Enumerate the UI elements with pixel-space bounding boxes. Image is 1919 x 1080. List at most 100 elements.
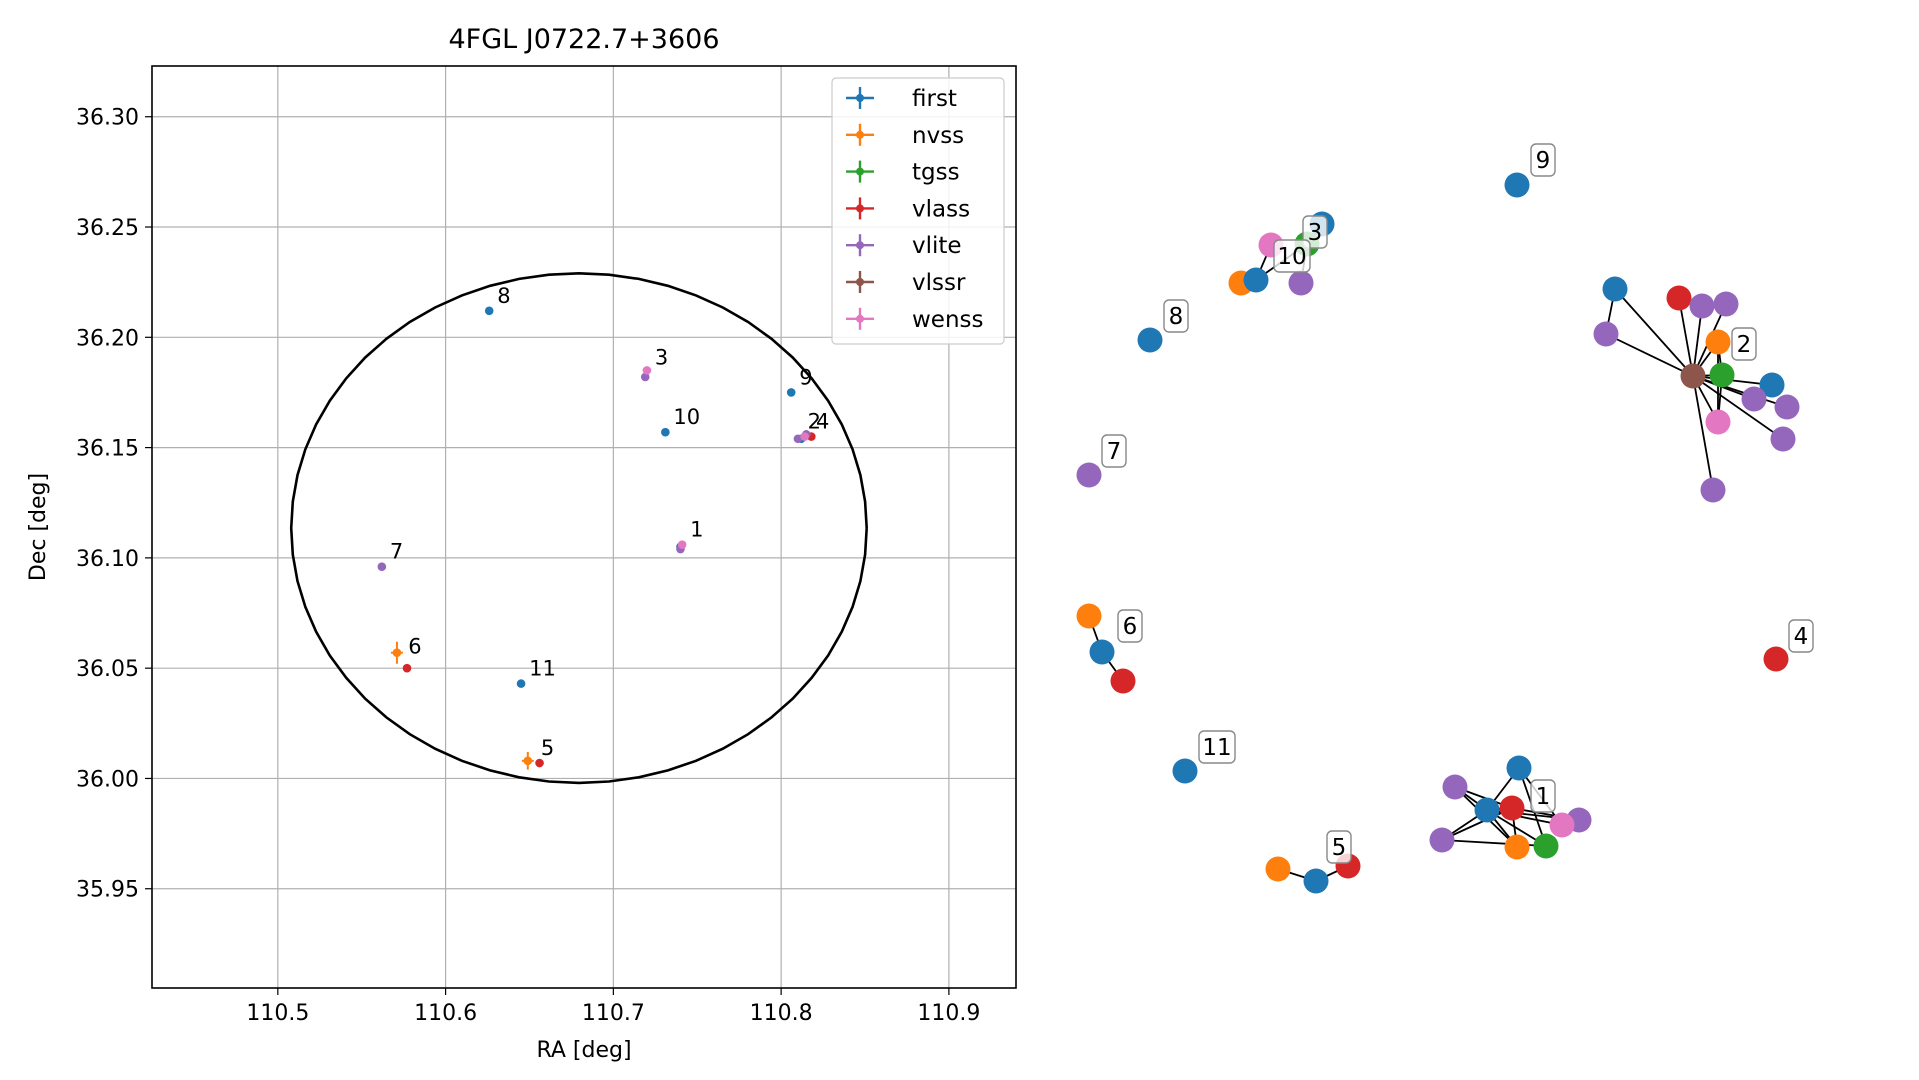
legend-label-vlass: vlass <box>912 196 970 222</box>
network-labels: 1 2 3 4 5 6 7 8 9 10 11 <box>1101 143 1814 864</box>
legend-marker-vlite <box>856 241 864 250</box>
point-label: 2 <box>808 410 821 434</box>
network-node-first <box>1243 267 1269 293</box>
network-node-nvss <box>1504 834 1530 860</box>
network-node-first <box>1303 868 1329 894</box>
network-label-box <box>1101 434 1127 468</box>
network-edge <box>1692 375 1788 408</box>
network-node-vlite <box>1288 270 1314 296</box>
network-label-text: 7 <box>1107 439 1122 465</box>
nvss-point <box>392 648 402 658</box>
network-edge <box>1692 375 1784 440</box>
network-label-text: 10 <box>1277 244 1306 270</box>
network-node-label: 10 <box>1273 239 1311 273</box>
network-node-wenss <box>1549 812 1575 838</box>
network-label-box <box>1326 830 1352 864</box>
y-tick-label: 36.10 <box>76 547 139 572</box>
chart-title: 4FGL J0722.7+3606 <box>448 24 719 55</box>
legend-marker-nvss <box>856 130 864 139</box>
legend-entry-tgss: tgss <box>846 160 960 186</box>
legend-entry-vlite: vlite <box>846 233 962 259</box>
network-node-vlssr <box>1680 363 1706 389</box>
legend-marker-vlssr <box>856 278 864 286</box>
network-node-vlite <box>1770 426 1796 452</box>
network-label-text: 5 <box>1332 835 1347 861</box>
legend-label-tgss: tgss <box>912 160 960 186</box>
y-tick-label: 36.05 <box>76 657 139 682</box>
network-node-vlite <box>1689 293 1715 319</box>
network-node-first <box>1506 755 1532 781</box>
vlass-point <box>535 758 544 768</box>
legend-entry-vlass: vlass <box>846 196 970 222</box>
point-label: 3 <box>655 346 668 370</box>
x-tick-label: 110.9 <box>917 1001 980 1026</box>
point-label: 7 <box>390 540 403 564</box>
network-label-box <box>1163 299 1189 333</box>
x-tick-label: 110.6 <box>414 1001 477 1026</box>
network-node-first <box>1504 172 1530 198</box>
network-label-box <box>1273 239 1311 273</box>
network-label-box <box>1117 609 1143 643</box>
legend-label-nvss: nvss <box>912 123 964 149</box>
network-node-vlass <box>1499 795 1525 821</box>
y-tick-label: 35.95 <box>76 878 139 903</box>
legend-entry-first: first <box>846 86 957 112</box>
network-label-text: 4 <box>1794 624 1809 650</box>
vlite-point <box>793 434 803 444</box>
network-node-vlite <box>1593 321 1619 347</box>
x-tick-label: 110.7 <box>582 1001 645 1026</box>
point-label: 6 <box>408 635 421 659</box>
network-node-label: 11 <box>1198 730 1236 764</box>
point-labels: 1 24 3 5 6 7 8 9 10 11 <box>390 284 830 760</box>
network-node-vlite <box>1741 386 1767 412</box>
network-graph: 1 2 3 4 5 6 7 8 9 10 11 <box>1076 143 1814 894</box>
axes-frame <box>151 65 1017 989</box>
point-label: 5 <box>541 736 554 760</box>
network-node-nvss <box>1265 856 1291 882</box>
y-tick-label: 36.25 <box>76 216 139 241</box>
legend-entry-vlssr: vlssr <box>846 270 966 296</box>
network-node-vlite <box>1774 394 1800 420</box>
scatter-markers <box>377 306 816 770</box>
network-node-nvss <box>1076 603 1102 629</box>
vlite-point <box>640 372 650 382</box>
legend-marker-wenss <box>856 314 864 323</box>
first-point <box>786 388 796 397</box>
network-node-first <box>1602 276 1628 302</box>
y-tick-label: 36.20 <box>76 326 139 351</box>
vlite-point <box>377 562 387 572</box>
network-edge <box>1441 807 1513 841</box>
first-point <box>484 306 494 316</box>
network-node-tgss <box>1533 833 1559 859</box>
network-node-first <box>1172 758 1198 784</box>
point-label: 9 <box>799 365 812 389</box>
network-label-text: 8 <box>1169 304 1184 330</box>
legend-box <box>831 77 1005 345</box>
network-label-text: 3 <box>1308 220 1323 246</box>
network-edge <box>1614 288 1694 377</box>
legend-entry-nvss: nvss <box>846 123 964 149</box>
point-label: 10 <box>673 405 700 429</box>
network-label-text: 9 <box>1536 148 1551 174</box>
network-label-text: 2 <box>1737 332 1752 358</box>
y-axis-label: Dec [deg] <box>26 473 51 581</box>
wenss-point <box>677 540 687 549</box>
first-point <box>661 427 670 437</box>
legend: first nvss tgss vlass vlite vlssr wenss <box>831 77 1005 345</box>
network-node-nvss <box>1705 329 1731 355</box>
network-node-first <box>1089 639 1115 665</box>
point-label: 1 <box>690 518 703 542</box>
network-node-label: 2 <box>1731 327 1757 361</box>
network-node-label: 3 <box>1302 215 1328 249</box>
network-node-first <box>1759 372 1785 398</box>
network-node-label: 7 <box>1101 434 1127 468</box>
first-point <box>516 679 526 688</box>
point-label: 4 <box>816 410 829 434</box>
network-label-box <box>1530 143 1556 177</box>
network-node-vlass <box>1763 646 1789 672</box>
network-edge <box>1692 375 1714 491</box>
network-label-box <box>1302 215 1328 249</box>
wenss-point <box>642 366 652 375</box>
y-tick-label: 36.30 <box>76 106 139 131</box>
network-node-vlite <box>1713 291 1739 317</box>
